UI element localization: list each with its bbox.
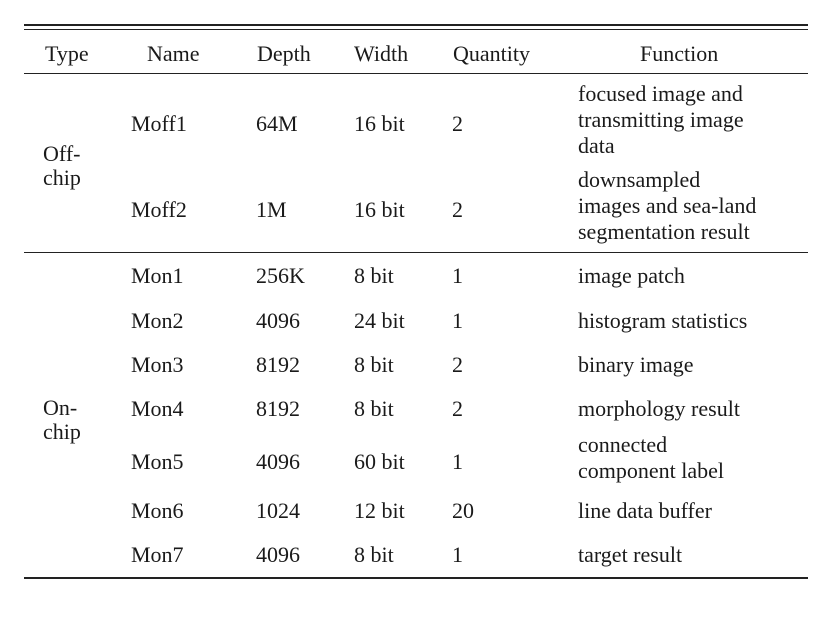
table-row-width: 8 bit bbox=[354, 542, 394, 567]
table-row-depth: 4096 bbox=[256, 542, 300, 567]
table-row-depth: 8192 bbox=[256, 396, 300, 421]
table-row-name: Mon5 bbox=[131, 449, 184, 474]
function-line: component label bbox=[578, 458, 725, 483]
function-line: transmitting image bbox=[578, 107, 744, 132]
function-line: images and sea-land bbox=[578, 193, 757, 218]
table-row-depth: 256K bbox=[256, 263, 305, 288]
table-row-depth: 8192 bbox=[256, 352, 300, 377]
table-row-width: 8 bit bbox=[354, 396, 394, 421]
top-rule-inner bbox=[24, 29, 808, 30]
function-line: image patch bbox=[578, 263, 685, 288]
group-label-off-chip: Off- chip bbox=[43, 142, 81, 190]
table-row-depth: 1024 bbox=[256, 498, 300, 523]
table-row-name: Mon1 bbox=[131, 263, 184, 288]
table-row-name: Mon4 bbox=[131, 396, 184, 421]
group-label-off-chip-line1: Off- bbox=[43, 141, 81, 166]
table-row-function: line data buffer bbox=[578, 498, 712, 524]
header-type: Type bbox=[45, 41, 89, 66]
table-row-width: 24 bit bbox=[354, 308, 405, 333]
group-label-on-chip-line1: On- bbox=[43, 395, 78, 420]
header-rule bbox=[24, 73, 808, 74]
table-row-depth: 4096 bbox=[256, 308, 300, 333]
table-row-name: Mon3 bbox=[131, 352, 184, 377]
table-row-quantity: 1 bbox=[452, 449, 463, 474]
header-name: Name bbox=[147, 41, 200, 66]
table-row-quantity: 1 bbox=[452, 263, 463, 288]
table-row-quantity: 2 bbox=[452, 111, 463, 136]
table-row-width: 8 bit bbox=[354, 263, 394, 288]
header-function: Function bbox=[640, 41, 719, 66]
table-row-width: 8 bit bbox=[354, 352, 394, 377]
table-row-function: binary image bbox=[578, 352, 693, 378]
function-line: segmentation result bbox=[578, 219, 750, 244]
table-row-depth: 64M bbox=[256, 111, 298, 136]
table-row-quantity: 2 bbox=[452, 197, 463, 222]
table-row-depth: 1M bbox=[256, 197, 287, 222]
bottom-rule bbox=[24, 577, 808, 579]
header-depth: Depth bbox=[257, 41, 311, 66]
table-row-function: focused image and transmitting image dat… bbox=[578, 81, 744, 159]
function-line: focused image and bbox=[578, 81, 743, 106]
top-rule-outer bbox=[24, 24, 808, 26]
table-row-function: histogram statistics bbox=[578, 308, 747, 334]
header-width: Width bbox=[354, 41, 409, 66]
table-row-quantity: 2 bbox=[452, 352, 463, 377]
table-row-width: 12 bit bbox=[354, 498, 405, 523]
table-row-name: Mon7 bbox=[131, 542, 184, 567]
table-row-function: target result bbox=[578, 542, 682, 568]
group-label-off-chip-line2: chip bbox=[43, 165, 81, 190]
table-row-width: 16 bit bbox=[354, 197, 405, 222]
function-line: binary image bbox=[578, 352, 694, 377]
function-line: line data buffer bbox=[578, 498, 712, 523]
table-row-depth: 4096 bbox=[256, 449, 300, 474]
function-line: connected bbox=[578, 432, 668, 457]
table-row-name: Moff1 bbox=[131, 111, 187, 136]
table-row-quantity: 20 bbox=[452, 498, 474, 523]
table-row-name: Mon6 bbox=[131, 498, 184, 523]
table-row-width: 60 bit bbox=[354, 449, 405, 474]
function-line: downsampled bbox=[578, 167, 701, 192]
function-line: data bbox=[578, 133, 615, 158]
table-row-function: image patch bbox=[578, 263, 685, 289]
function-line: target result bbox=[578, 542, 683, 567]
table-row-quantity: 2 bbox=[452, 396, 463, 421]
group-label-on-chip: On- chip bbox=[43, 396, 81, 444]
table-row-quantity: 1 bbox=[452, 308, 463, 333]
table-row-function: morphology result bbox=[578, 396, 740, 422]
table-row-quantity: 1 bbox=[452, 542, 463, 567]
table-row-function: connected component label bbox=[578, 432, 724, 484]
header-quantity: Quantity bbox=[453, 41, 530, 66]
table-row-function: downsampled images and sea-land segmenta… bbox=[578, 167, 756, 245]
table-row-width: 16 bit bbox=[354, 111, 405, 136]
group-label-on-chip-line2: chip bbox=[43, 419, 81, 444]
function-line: morphology result bbox=[578, 396, 740, 421]
function-line: histogram statistics bbox=[578, 308, 748, 333]
table-row-name: Moff2 bbox=[131, 197, 187, 222]
group-rule bbox=[24, 252, 808, 253]
table-row-name: Mon2 bbox=[131, 308, 184, 333]
